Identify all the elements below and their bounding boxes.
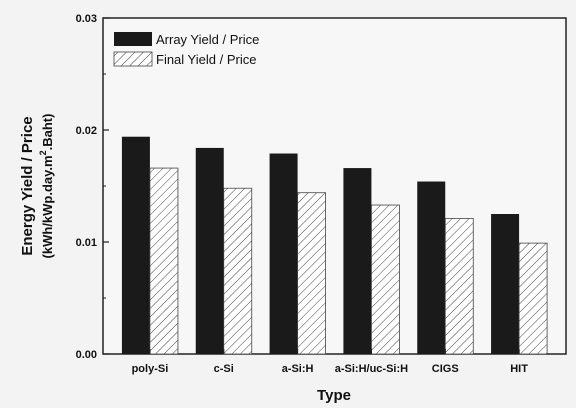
bar-array-yield-hit [491, 214, 520, 354]
y-axis-title-prefix: (kWh/kWp.day.m [40, 155, 55, 258]
y-axis-title-line2: (kWh/kWp.day.m2.Baht) [38, 114, 55, 259]
x-tick-label: a-Si:H/uc-Si:H [335, 363, 408, 375]
y-axis-title-superscript: 2 [38, 150, 48, 155]
bar-array-yield-poly-si [121, 136, 150, 354]
legend-label-final: Final Yield / Price [156, 52, 256, 67]
y-tick-label: 0.03 [76, 13, 97, 25]
x-tick-label: c-Si [214, 363, 234, 375]
legend-swatch-array [114, 32, 152, 46]
bar-array-yield-a-si-h-uc-si-h [343, 168, 372, 354]
y-axis-title-line1: Energy Yield / Price [19, 116, 36, 255]
legend-label-array: Array Yield / Price [156, 32, 259, 47]
legend-swatch-final [113, 51, 153, 67]
bar-array-yield-a-si-h [269, 153, 298, 354]
plot-area [102, 17, 567, 355]
y-tick-label: 0.02 [76, 125, 97, 137]
x-axis-title: Type [317, 387, 351, 404]
y-tick-label: 0.00 [76, 349, 97, 361]
bar-final-yield-hit [518, 242, 548, 355]
bar-final-yield-poly-si [149, 167, 179, 355]
y-axis-title: Energy Yield / Price (kWh/kWp.day.m2.Bah… [19, 114, 55, 259]
x-tick-label: a-Si:H [282, 363, 314, 375]
x-tick-label: poly-Si [132, 363, 169, 375]
legend: Array Yield / Price Final Yield / Price [113, 32, 259, 67]
bar-array-yield-c-si [195, 147, 224, 354]
x-axis: poly-Si c-Si a-Si:H a-Si:H/uc-Si:H CIGS HIT [132, 349, 528, 375]
x-tick-label: HIT [510, 363, 528, 375]
bar-final-yield-a-si-h [297, 192, 326, 355]
y-axis: 0.00 0.01 0.02 0.03 [76, 13, 109, 361]
x-tick-label: CIGS [432, 363, 459, 375]
bar-array-yield-cigs [417, 181, 446, 354]
y-tick-label: 0.01 [76, 237, 97, 249]
bar-final-yield-cigs [444, 218, 474, 355]
bars-group [121, 136, 548, 355]
bar-final-yield-c-si [223, 187, 253, 355]
y-axis-title-suffix: .Baht) [40, 114, 55, 151]
bar-final-yield-a-si-h-uc-si-h [371, 204, 400, 355]
